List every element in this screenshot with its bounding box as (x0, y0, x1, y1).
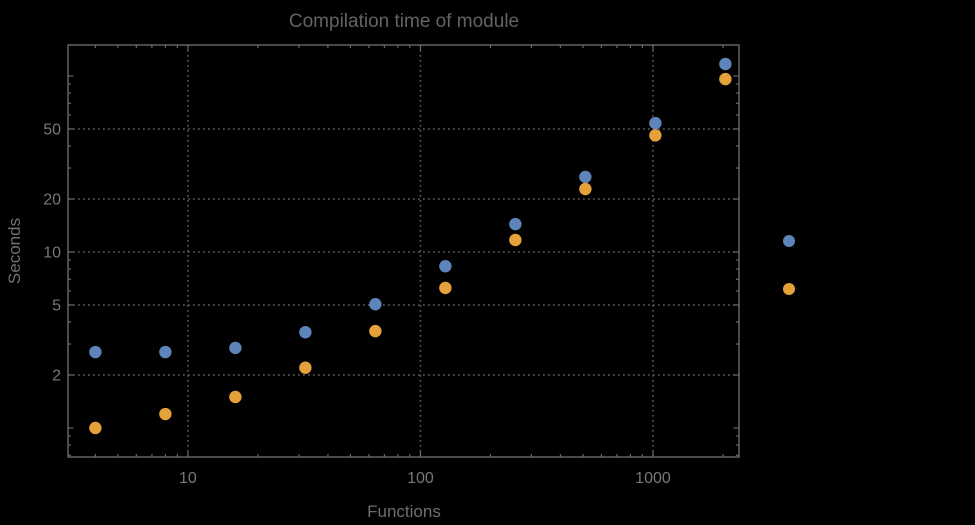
data-point-compile-time-series-1 (89, 345, 102, 359)
data-point-compile-time-series-1 (649, 116, 662, 130)
data-points (89, 57, 732, 435)
data-point-compile-time-series-1 (369, 297, 382, 311)
data-point-compile-time-series-1 (229, 341, 242, 355)
y-axis-label: Seconds (5, 218, 24, 284)
plot-frame (67, 44, 740, 458)
data-point-compile-time-series-1 (719, 57, 732, 71)
data-point-compile-time-series-2 (299, 361, 312, 374)
legend-marker-compile-time-series-1 (783, 235, 795, 247)
data-point-compile-time-series-2 (89, 421, 102, 435)
x-tick-label: 100 (407, 470, 434, 487)
data-point-compile-time-series-2 (579, 182, 592, 196)
data-point-compile-time-series-1 (439, 260, 452, 273)
data-point-compile-time-series-2 (229, 390, 242, 404)
y-tick-label: 10 (43, 244, 61, 261)
data-point-compile-time-series-1 (579, 170, 592, 184)
legend (783, 235, 795, 295)
y-tick-label: 20 (43, 192, 61, 209)
data-point-compile-time-series-2 (509, 233, 522, 247)
data-point-compile-time-series-1 (299, 326, 312, 339)
y-tick-label: 5 (52, 297, 61, 314)
frame-rect (67, 44, 740, 458)
axis-ticks (68, 45, 739, 457)
data-point-compile-time-series-1 (159, 345, 172, 359)
gridlines (68, 45, 739, 457)
chart-title: Compilation time of module (289, 11, 519, 32)
x-tick-label: 1000 (635, 470, 671, 487)
data-point-compile-time-series-2 (649, 129, 662, 142)
x-axis-label: Functions (367, 502, 441, 521)
data-point-compile-time-series-2 (719, 72, 732, 86)
y-tick-label: 2 (52, 367, 61, 384)
data-point-compile-time-series-2 (439, 281, 452, 295)
data-point-compile-time-series-1 (509, 217, 522, 231)
x-tick-label: 10 (179, 470, 197, 487)
legend-marker-compile-time-series-2 (783, 283, 795, 295)
data-point-compile-time-series-2 (369, 324, 382, 338)
tick-labels: 10 100 1000 2 5 10 20 50 (43, 121, 671, 487)
data-point-compile-time-series-2 (159, 407, 172, 421)
y-tick-label: 50 (43, 121, 61, 138)
